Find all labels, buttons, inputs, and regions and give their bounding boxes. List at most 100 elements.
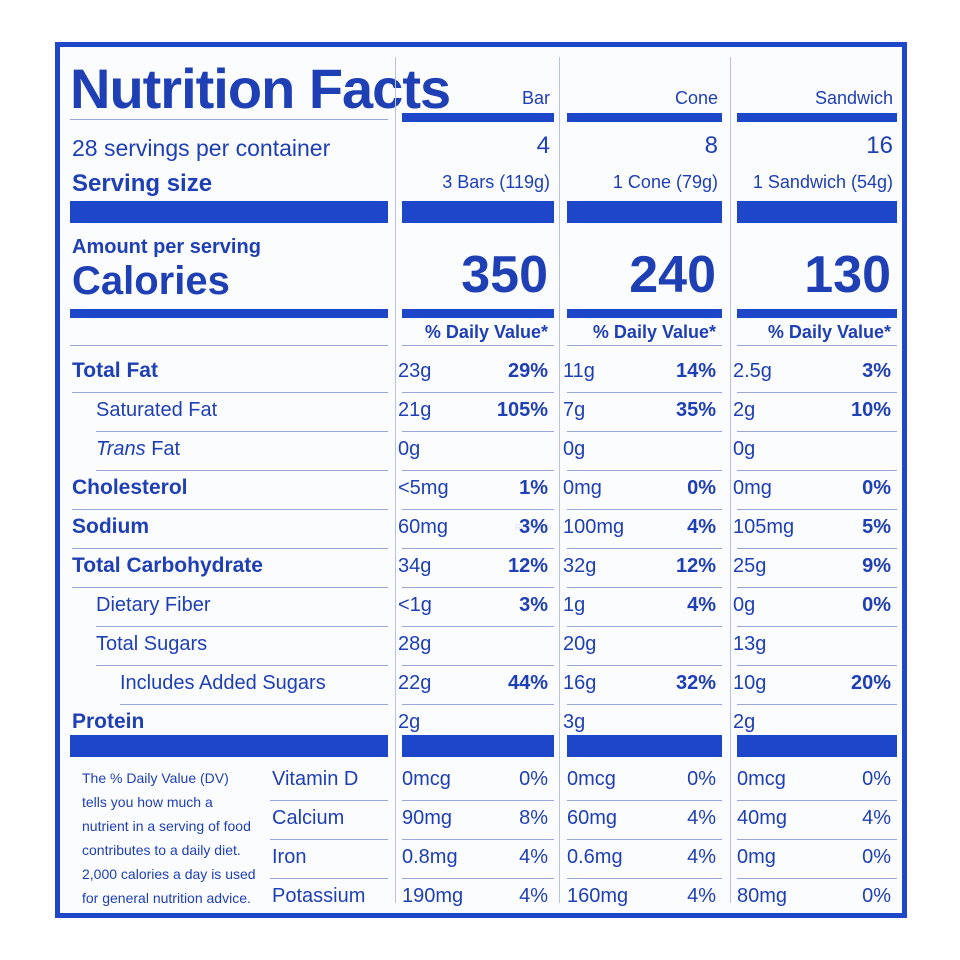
- serving-size-label: Serving size: [72, 170, 213, 197]
- row-rule: [567, 587, 722, 588]
- nutrient-amount: <1g: [398, 594, 432, 616]
- vitamin-amount: 160mg: [567, 885, 629, 907]
- row-rule: [72, 548, 388, 549]
- nutrient-amount: 0g: [733, 594, 756, 616]
- daily-value-rule: [402, 345, 554, 346]
- nutrient-percent: 44%: [507, 672, 548, 694]
- column-calories: 240: [629, 246, 716, 304]
- vitamin-amount: 40mg: [737, 807, 788, 829]
- vitamin-section-bar: [70, 735, 388, 757]
- nutrient-label: Total Sugars: [96, 633, 208, 655]
- vitamin-amount: 0.6mg: [567, 846, 623, 868]
- amount-per-serving: Amount per serving: [72, 236, 261, 258]
- nutrient-percent: 105%: [496, 399, 548, 421]
- footnote-line: contributes to a daily diet.: [82, 842, 241, 858]
- daily-value-rule: [567, 345, 722, 346]
- nutrient-label-rest: Fat: [145, 438, 181, 460]
- row-rule: [567, 626, 722, 627]
- row-rule: [72, 587, 388, 588]
- calories-label: Calories: [72, 259, 230, 303]
- vitamin-percent: 4%: [519, 885, 548, 907]
- row-rule: [402, 392, 554, 393]
- daily-value-header: % Daily Value*: [592, 322, 716, 342]
- row-rule: [737, 548, 897, 549]
- nutrient-percent: 12%: [507, 555, 548, 577]
- vitamin-amount: 0mg: [737, 846, 776, 868]
- nutrient-amount: 100mg: [563, 516, 625, 538]
- row-rule: [567, 392, 722, 393]
- row-rule: [270, 878, 388, 879]
- row-rule: [270, 800, 388, 801]
- nutrient-percent: 1%: [519, 477, 548, 499]
- row-rule: [737, 626, 897, 627]
- nutrient-percent: 4%: [687, 516, 716, 538]
- nutrient-percent: 5%: [862, 516, 891, 538]
- daily-value-header: % Daily Value*: [424, 322, 548, 342]
- nutrient-amount: 2.5g: [733, 360, 772, 382]
- row-rule: [737, 704, 897, 705]
- nutrient-amount: 10g: [733, 672, 767, 694]
- column-name-cone: Cone: [674, 88, 718, 108]
- vitamin-amount: 0mcg: [567, 768, 616, 790]
- serving-size-bar: [737, 201, 897, 223]
- vitamin-percent: 4%: [687, 807, 716, 829]
- vitamin-section-bar: [567, 735, 722, 757]
- servings-per-container: 28 servings per container: [72, 135, 331, 161]
- column-calories: 130: [804, 246, 891, 304]
- row-rule: [567, 470, 722, 471]
- nutrient-amount: 21g: [398, 399, 432, 421]
- row-rule: [72, 509, 388, 510]
- daily-value-rule: [737, 345, 897, 346]
- footnote-line: nutrient in a serving of food: [82, 818, 251, 834]
- vitamin-percent: 4%: [862, 807, 891, 829]
- row-rule: [402, 548, 554, 549]
- nutrient-percent: 3%: [862, 360, 891, 382]
- nutrient-label-italic: Trans: [96, 438, 146, 460]
- vitamin-percent: 0%: [519, 768, 548, 790]
- vitamin-percent: 0%: [862, 846, 891, 868]
- row-rule: [567, 878, 722, 879]
- row-rule: [402, 665, 554, 666]
- row-rule: [737, 392, 897, 393]
- column-header-bar: [737, 113, 897, 122]
- row-rule: [96, 470, 388, 471]
- nutrient-amount: 0mg: [733, 477, 772, 499]
- nutrient-percent: 32%: [675, 672, 716, 694]
- nutrient-amount: 22g: [398, 672, 432, 694]
- vitamin-amount: 0mcg: [402, 768, 451, 790]
- nutrient-amount: 34g: [398, 555, 432, 577]
- vitamin-label: Potassium: [272, 885, 366, 907]
- footnote-line: tells you how much a: [82, 794, 213, 810]
- nutrient-amount: 0mg: [563, 477, 602, 499]
- column-separator: [730, 57, 731, 903]
- nutrient-label: Dietary Fiber: [96, 594, 211, 616]
- nutrient-amount: 3g: [563, 711, 586, 733]
- column-name-bar: Bar: [521, 88, 550, 108]
- calories-bar: [567, 309, 722, 318]
- column-calories: 350: [461, 246, 548, 304]
- vitamin-percent: 8%: [519, 807, 548, 829]
- row-rule: [567, 800, 722, 801]
- nutrient-amount: 60mg: [398, 516, 449, 538]
- vitamin-section-bar: [402, 735, 554, 757]
- row-rule: [737, 470, 897, 471]
- vitamin-amount: 80mg: [737, 885, 788, 907]
- row-rule: [567, 704, 722, 705]
- nutrient-amount: 1g: [563, 594, 586, 616]
- row-rule: [402, 587, 554, 588]
- column-name-sandwich: Sandwich: [814, 88, 893, 108]
- serving-size-bar: [70, 201, 388, 223]
- vitamin-amount: 60mg: [567, 807, 618, 829]
- row-rule: [402, 431, 554, 432]
- nutrient-amount: 105mg: [733, 516, 795, 538]
- nutrient-percent: 3%: [519, 594, 548, 616]
- serving-size-bar: [567, 201, 722, 223]
- column-serving-size: 3 Bars (119g): [442, 172, 550, 192]
- label-title: Nutrition Facts: [70, 57, 451, 120]
- row-rule: [402, 509, 554, 510]
- nutrient-label: Total Carbohydrate: [72, 554, 263, 577]
- vitamin-percent: 0%: [862, 768, 891, 790]
- row-rule: [737, 839, 897, 840]
- row-rule: [120, 704, 388, 705]
- nutrient-amount: 16g: [563, 672, 597, 694]
